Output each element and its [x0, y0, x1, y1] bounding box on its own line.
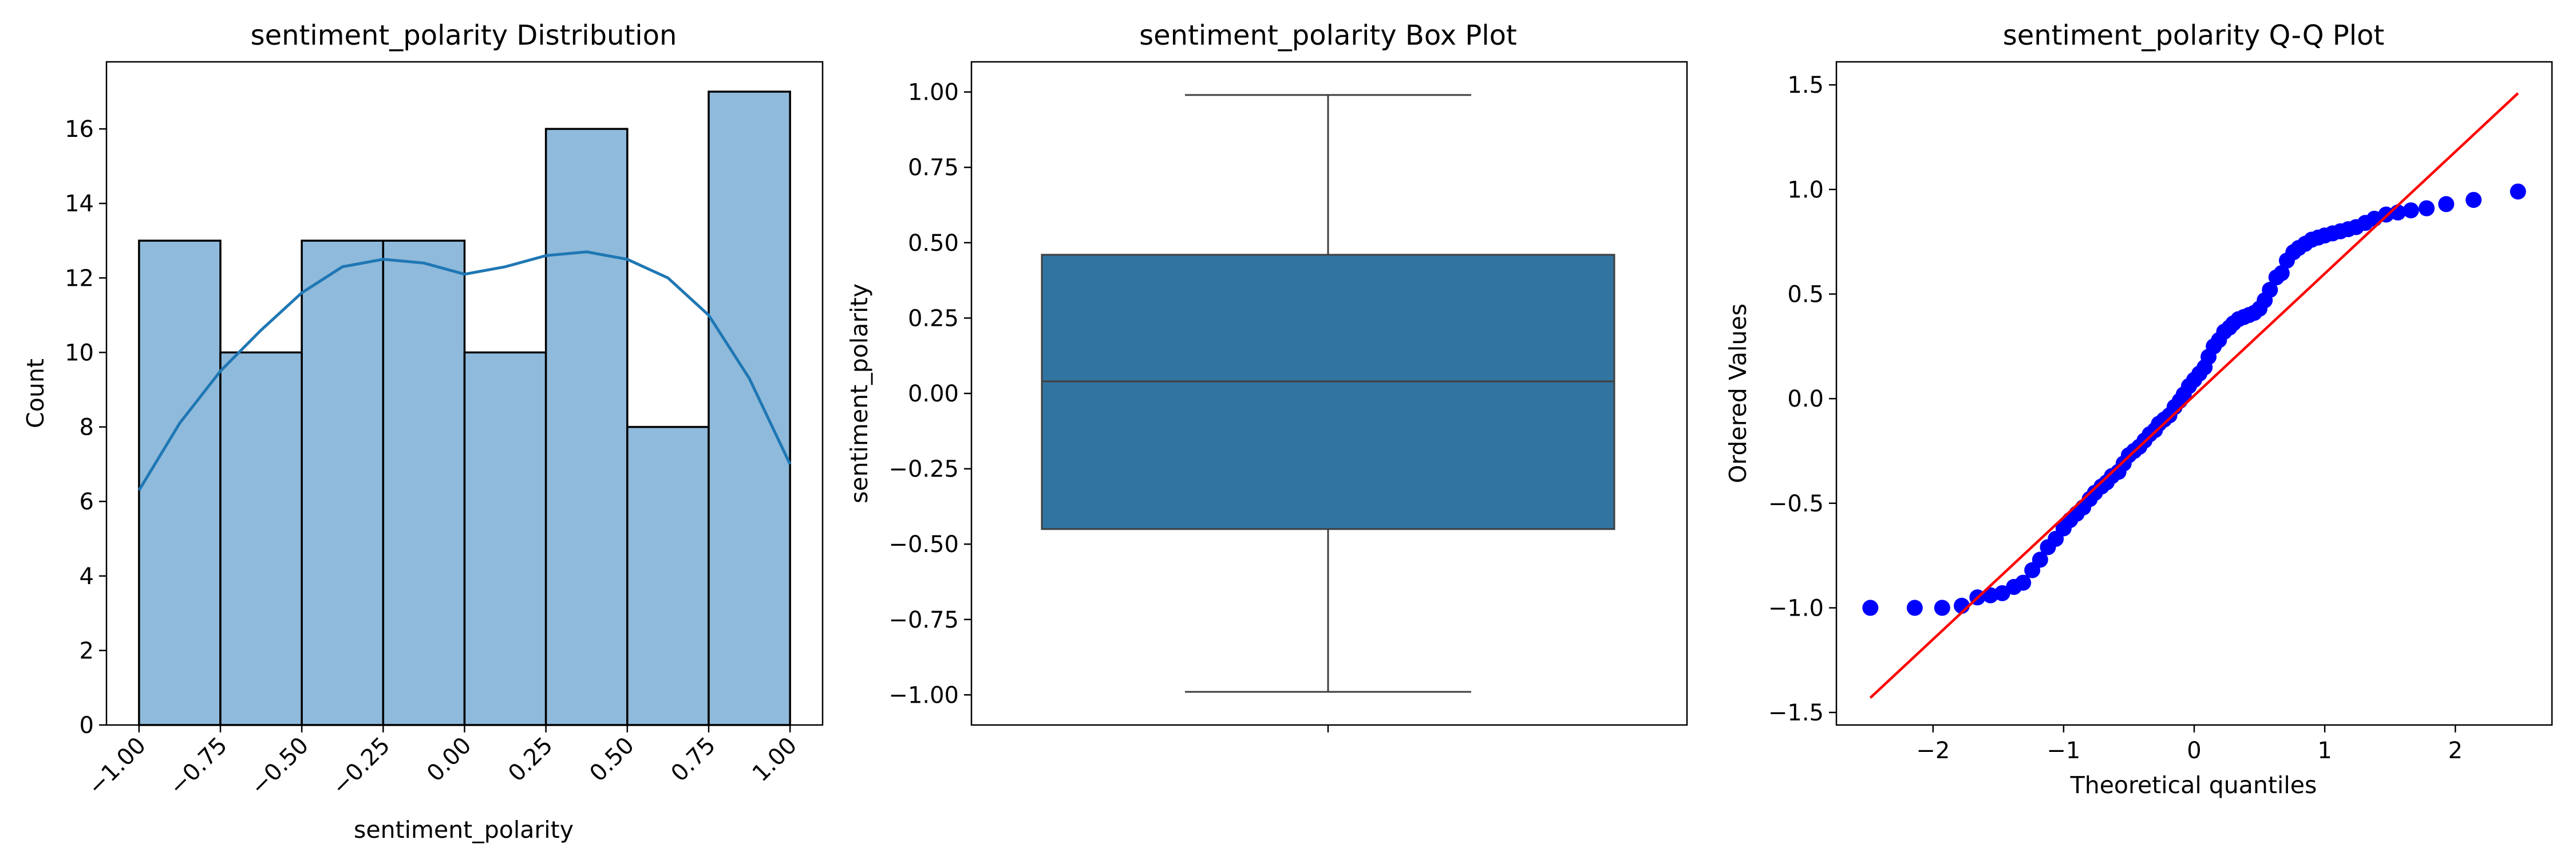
y-tick-label: −1.0	[1768, 595, 1824, 621]
x-tick-label: −2	[1916, 738, 1950, 764]
qq-point	[2273, 265, 2290, 281]
histogram-x-label: sentiment_polarity	[354, 816, 574, 844]
histogram-y-ticks: 0 2 4 6 8 10 12 14 16	[65, 116, 106, 739]
histogram-bars	[138, 90, 791, 726]
histogram-bar	[708, 90, 791, 726]
qq-y-label: Ordered Values	[1724, 304, 1752, 483]
qq-point	[2015, 574, 2032, 591]
x-tick-label: 2	[2448, 738, 2462, 764]
histogram-y-label: Count	[22, 358, 49, 428]
histogram-frame	[105, 61, 824, 726]
qq-point	[2262, 282, 2278, 298]
boxplot-frame	[970, 61, 1688, 726]
histogram-bar	[463, 351, 547, 726]
reference-line	[1869, 92, 2519, 699]
boxplot-marks	[1041, 94, 1615, 693]
boxplot-title: sentiment_polarity Box Plot	[1139, 19, 1517, 52]
x-tick-label: 0	[2187, 738, 2201, 764]
histogram-bar	[138, 239, 222, 726]
histogram-panel: sentiment_polarity Distribution 0 2 4 6 8 10 1…	[22, 19, 824, 844]
y-tick-label: 1.0	[1787, 177, 1824, 203]
y-tick-label: 0	[80, 712, 94, 739]
box-iqr	[1041, 254, 1615, 530]
y-tick-label: 0.50	[908, 230, 959, 257]
histogram-bar	[301, 239, 385, 726]
y-tick-label: 0.5	[1787, 281, 1824, 308]
kde-curve	[137, 250, 792, 491]
y-tick-label: 8	[80, 415, 94, 441]
histogram-bar	[544, 128, 629, 726]
x-tick-label: −1	[2046, 738, 2080, 764]
y-tick-label: 6	[80, 489, 94, 515]
boxplot-y-ticks: −1.00 −0.75 −0.50 −0.25 0.00 0.25 0.50 0.75 1.00	[888, 80, 971, 708]
qq-panel: sentiment_polarity Q-Q Plot −1.5 −1.0 −0.5…	[1724, 19, 2553, 799]
boxplot-panel: sentiment_polarity Box Plot −1.00 −0.75 −0…	[846, 19, 1688, 732]
y-tick-label: −1.5	[1768, 700, 1824, 726]
y-tick-label: −0.50	[888, 531, 959, 558]
qq-point	[2032, 551, 2048, 568]
y-tick-label: 2	[80, 638, 94, 664]
boxplot-y-label: sentiment_polarity	[846, 283, 873, 503]
qq-point	[2419, 200, 2435, 216]
histogram-title: sentiment_polarity Distribution	[251, 19, 677, 52]
y-tick-label: 0.0	[1787, 386, 1824, 412]
qq-x-ticks: −2 −1 0 1 2	[1916, 725, 2463, 764]
qq-x-label: Theoretical quantiles	[2070, 771, 2317, 799]
y-tick-label: 4	[80, 564, 94, 590]
histogram-bar	[382, 239, 466, 726]
qq-point	[1934, 600, 1950, 616]
y-tick-label: 1.5	[1787, 72, 1824, 98]
qq-title: sentiment_polarity Q-Q Plot	[2003, 19, 2385, 52]
qq-point	[1862, 600, 1879, 616]
y-tick-label: −0.25	[888, 456, 959, 483]
qq-point	[2438, 196, 2455, 212]
y-tick-label: 0.25	[908, 305, 959, 332]
y-tick-label: 10	[65, 340, 94, 366]
y-tick-label: −0.5	[1768, 491, 1824, 517]
y-tick-label: −1.00	[888, 682, 959, 708]
qq-frame	[1835, 61, 2553, 726]
x-tick-label: 1	[2317, 738, 2332, 764]
y-tick-label: 1.00	[908, 80, 959, 106]
y-tick-label: 12	[65, 265, 94, 291]
qq-point	[1906, 600, 1923, 616]
y-tick-label: −0.75	[888, 607, 959, 633]
qq-point	[2510, 183, 2526, 200]
y-tick-label: 14	[65, 191, 94, 217]
qq-y-ticks: −1.5 −1.0 −0.5 0.0 0.5 1.0 1.5	[1768, 72, 1836, 726]
histogram-bar	[626, 425, 710, 726]
qq-point	[1994, 585, 2010, 601]
qq-point	[2466, 192, 2482, 208]
qq-point	[2403, 202, 2419, 219]
y-tick-label: 0.00	[908, 381, 959, 407]
y-tick-label: 0.75	[908, 155, 959, 181]
histogram-bar	[219, 351, 303, 726]
y-tick-label: 16	[65, 116, 94, 143]
